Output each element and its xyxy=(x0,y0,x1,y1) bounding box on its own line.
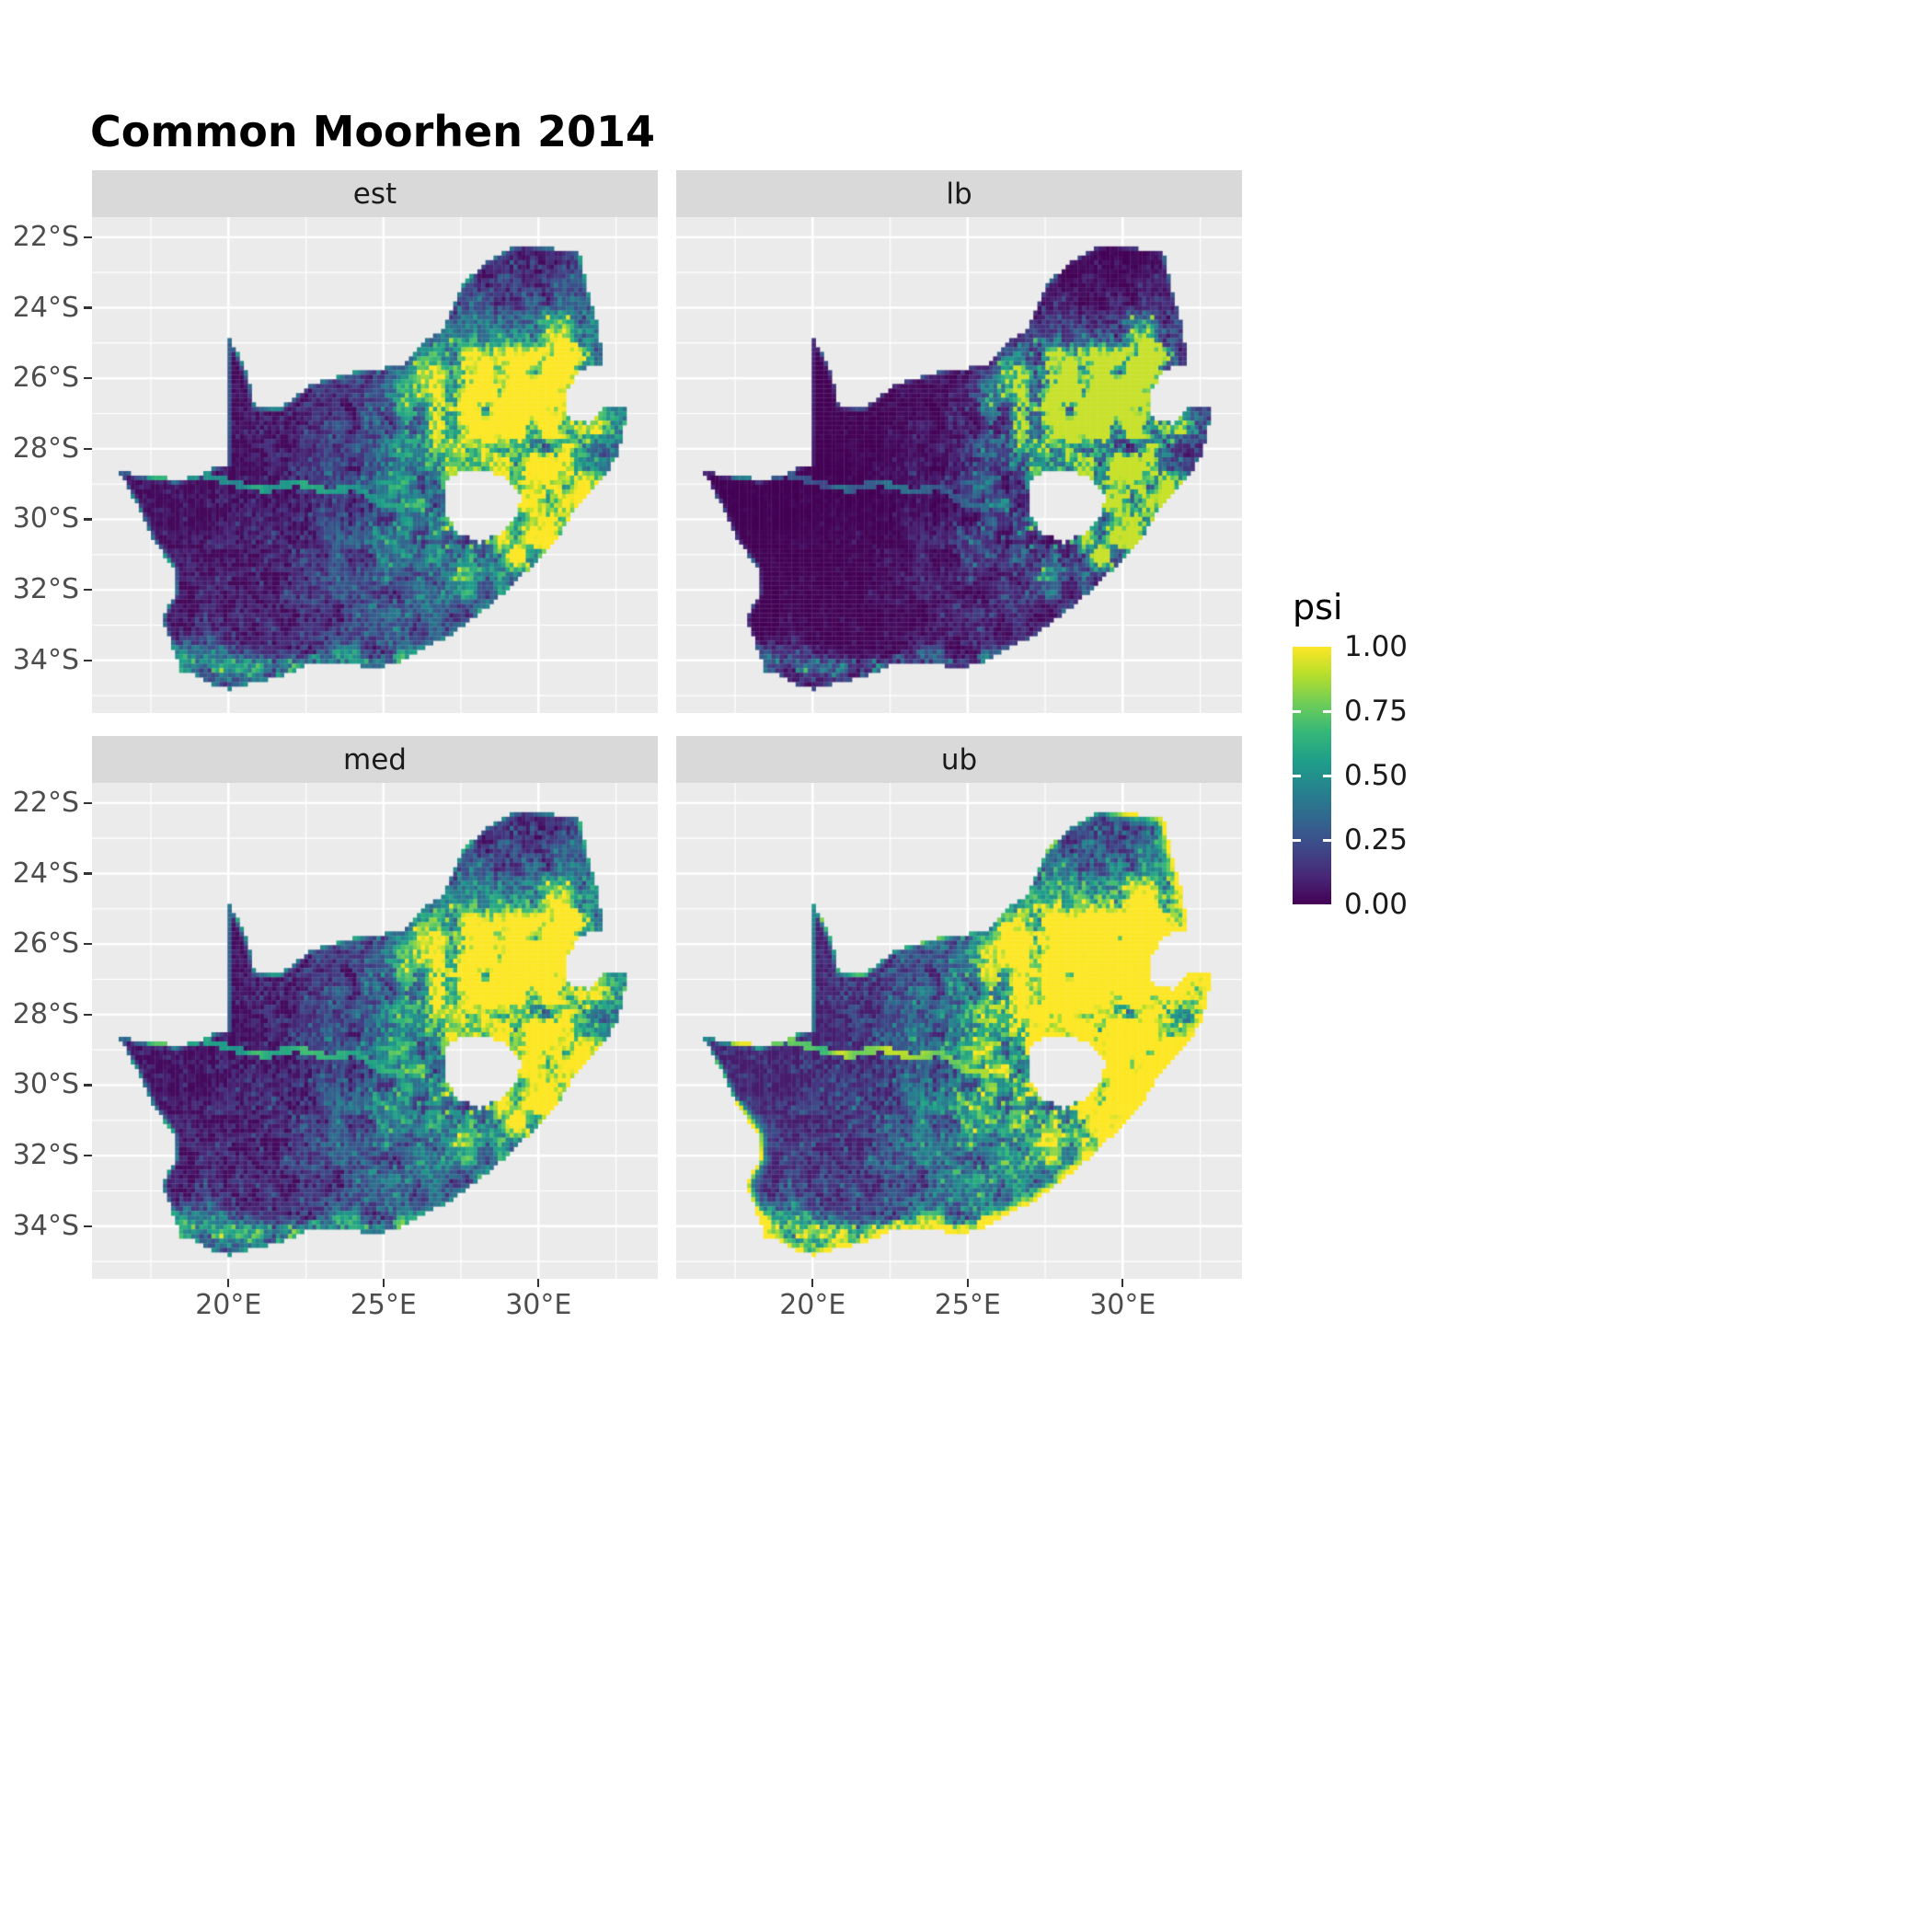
legend-tick xyxy=(1293,709,1301,713)
y-tick-label: 32°S xyxy=(12,573,79,606)
facet-strip-label-med: med xyxy=(343,742,407,776)
facet-panel-med: med xyxy=(92,736,658,1279)
facet-strip-med: med xyxy=(92,736,658,783)
y-axis-tick xyxy=(84,1013,92,1017)
legend-tick-label: 0.50 xyxy=(1344,759,1409,792)
facet-strip-label-est: est xyxy=(352,177,397,211)
y-tick-label: 34°S xyxy=(12,643,79,676)
y-tick-label: 22°S xyxy=(12,786,79,819)
facet-panel-lb: lb xyxy=(676,170,1242,713)
legend-tick-label: 0.25 xyxy=(1344,823,1409,857)
y-axis-tick xyxy=(84,1225,92,1227)
x-tick-label: 25°E xyxy=(934,1289,1001,1321)
y-tick-label: 26°S xyxy=(12,927,79,960)
facet-strip-lb: lb xyxy=(676,170,1242,217)
facet-strip-ub: ub xyxy=(676,736,1242,783)
legend-tick-label: 1.00 xyxy=(1344,630,1409,663)
legend-tick-label: 0.00 xyxy=(1344,888,1409,921)
x-axis-tick xyxy=(227,1279,230,1287)
plot-title: Common Moorhen 2014 xyxy=(90,107,655,156)
x-tick-label: 30°E xyxy=(505,1289,572,1321)
x-axis-tick xyxy=(1121,1279,1124,1287)
y-axis-tick xyxy=(84,1154,92,1157)
y-axis-tick xyxy=(84,236,92,239)
map-canvas-est xyxy=(92,217,658,713)
y-axis-tick xyxy=(84,306,92,309)
facet-strip-est: est xyxy=(92,170,658,217)
y-axis-tick xyxy=(84,872,92,875)
y-tick-label: 28°S xyxy=(12,431,79,465)
x-axis-tick xyxy=(966,1279,969,1287)
facet-panel-est: est xyxy=(92,170,658,713)
y-axis-tick xyxy=(84,942,92,946)
legend-title: psi xyxy=(1293,587,1343,627)
y-tick-label: 28°S xyxy=(12,997,79,1030)
x-tick-label: 20°E xyxy=(779,1289,846,1321)
map-canvas-ub xyxy=(676,783,1242,1279)
facet-strip-label-lb: lb xyxy=(946,177,972,211)
legend-tick-label: 0.75 xyxy=(1344,695,1409,728)
legend-tick xyxy=(1323,838,1331,842)
legend-tick xyxy=(1293,774,1301,777)
facet-panel-ub: ub xyxy=(676,736,1242,1279)
legend-tick xyxy=(1323,774,1331,777)
x-axis-tick xyxy=(537,1279,540,1287)
y-tick-label: 30°S xyxy=(12,1068,79,1101)
y-tick-label: 24°S xyxy=(12,857,79,890)
x-axis-tick xyxy=(811,1279,814,1287)
y-tick-label: 30°S xyxy=(12,502,79,535)
map-canvas-med xyxy=(92,783,658,1279)
y-tick-label: 24°S xyxy=(12,291,79,324)
y-axis-tick xyxy=(84,376,92,380)
y-axis-tick xyxy=(84,588,92,592)
y-tick-label: 32°S xyxy=(12,1139,79,1172)
y-axis-tick xyxy=(84,518,92,521)
legend-tick xyxy=(1293,838,1301,842)
x-tick-label: 25°E xyxy=(350,1289,417,1321)
legend-tick xyxy=(1323,709,1331,713)
y-axis-tick xyxy=(84,447,92,451)
x-axis-tick xyxy=(382,1279,385,1287)
y-axis-tick xyxy=(84,659,92,661)
y-axis-tick xyxy=(84,1084,92,1087)
x-tick-label: 20°E xyxy=(195,1289,262,1321)
y-axis-tick xyxy=(84,801,92,805)
y-tick-label: 34°S xyxy=(12,1209,79,1242)
y-tick-label: 22°S xyxy=(12,220,79,253)
facet-strip-label-ub: ub xyxy=(940,742,978,776)
y-tick-label: 26°S xyxy=(12,362,79,395)
map-canvas-lb xyxy=(676,217,1242,713)
x-tick-label: 30°E xyxy=(1089,1289,1156,1321)
